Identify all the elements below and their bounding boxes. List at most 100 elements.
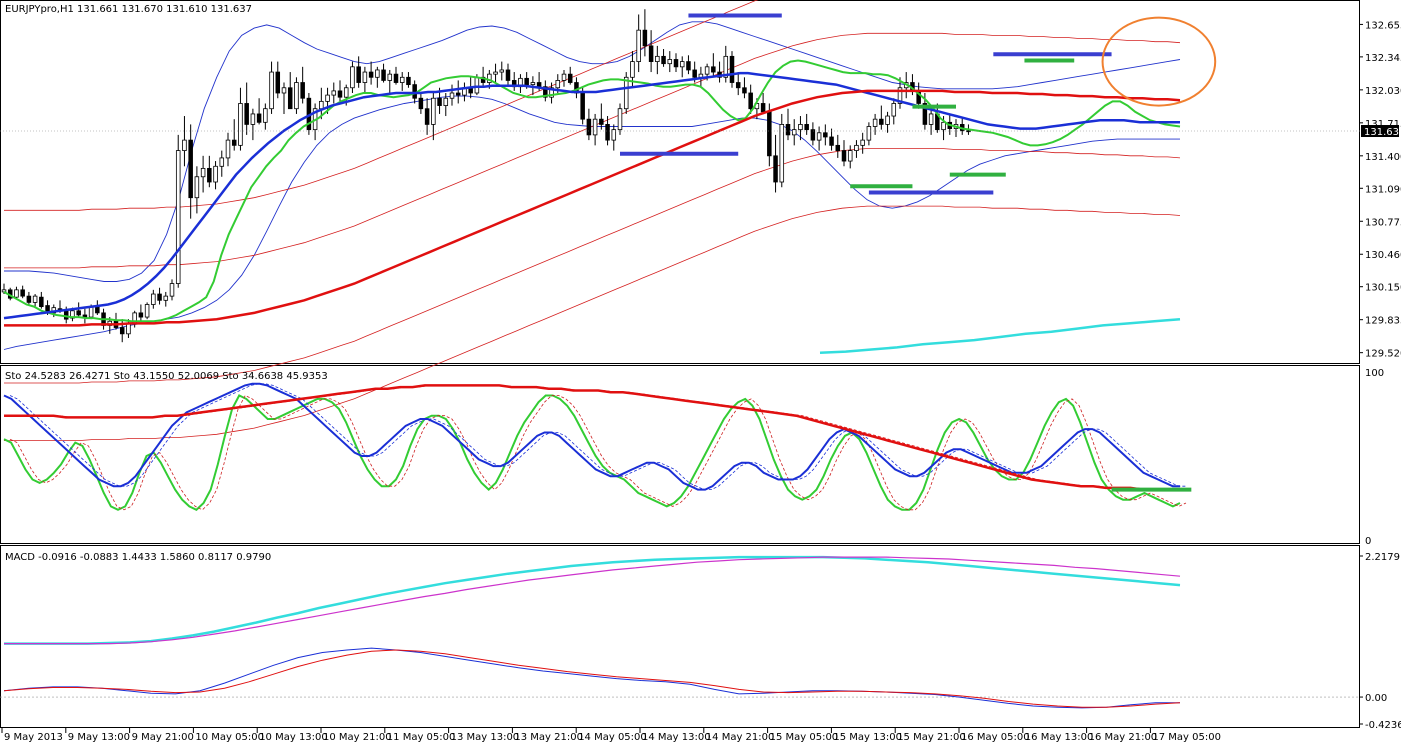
candle-body bbox=[810, 129, 816, 141]
candle-body bbox=[263, 108, 268, 123]
candle-body bbox=[424, 108, 430, 125]
candle-body bbox=[735, 82, 741, 89]
candle-body bbox=[605, 124, 610, 141]
candle-body bbox=[412, 84, 417, 99]
time-tick-label: 14 May 13:00 bbox=[642, 732, 711, 743]
candle-body bbox=[530, 82, 536, 86]
candle-body bbox=[88, 306, 94, 318]
candle-body bbox=[723, 55, 729, 78]
candle-body bbox=[760, 103, 766, 113]
candle-body bbox=[325, 94, 330, 102]
candle-body bbox=[225, 139, 231, 159]
price-tick-label: 129.835 bbox=[1365, 316, 1401, 327]
candle-body bbox=[474, 76, 480, 94]
time-tick-label: 13 May 13:00 bbox=[451, 732, 520, 743]
time-tick-label: 13 May 21:00 bbox=[514, 732, 583, 743]
price-tick-label: 131.400 bbox=[1365, 152, 1401, 163]
time-tick-label: 11 May 05:00 bbox=[387, 732, 456, 743]
time-tick-label: 9 May 21:00 bbox=[132, 732, 194, 743]
candle-body bbox=[331, 90, 337, 96]
candle-body bbox=[636, 29, 641, 62]
candle-body bbox=[182, 139, 187, 151]
envelope-band-line bbox=[4, 148, 1181, 384]
price-tick-label: 131.715 bbox=[1365, 119, 1401, 130]
time-tick-label: 9 May 2013 bbox=[4, 732, 63, 743]
candle-body bbox=[393, 73, 399, 83]
candle-body bbox=[623, 76, 629, 110]
candle-body bbox=[785, 124, 791, 136]
time-tick-label: 15 May 05:00 bbox=[770, 732, 839, 743]
candle-body bbox=[505, 69, 511, 81]
candle-body bbox=[493, 71, 498, 75]
candle-body bbox=[941, 121, 946, 131]
candle-body bbox=[866, 126, 872, 141]
time-tick-label: 9 May 13:00 bbox=[68, 732, 130, 743]
candle-body bbox=[281, 87, 287, 94]
price-panel-frame bbox=[0, 0, 1360, 364]
price-tick-label: 132.030 bbox=[1365, 86, 1401, 97]
candle-body bbox=[536, 82, 542, 88]
candle-body bbox=[773, 155, 778, 183]
candle-body bbox=[630, 61, 635, 78]
candle-body bbox=[169, 283, 175, 297]
moving-average-line bbox=[3, 59, 1181, 323]
candle-body bbox=[126, 322, 131, 335]
candle-body bbox=[642, 29, 648, 47]
stochastic-panel bbox=[3, 382, 1192, 511]
price-tick-label: 131.090 bbox=[1365, 184, 1401, 195]
macd-line bbox=[3, 649, 1181, 708]
moving-average-line bbox=[819, 317, 1181, 354]
candle-body bbox=[455, 92, 461, 96]
time-tick-label: 17 May 05:00 bbox=[1152, 732, 1221, 743]
time-tick-label: 14 May 05:00 bbox=[578, 732, 647, 743]
candle-body bbox=[648, 45, 654, 62]
candle-body bbox=[337, 90, 343, 98]
candle-body bbox=[561, 73, 567, 81]
macd-tick-label: 2.2179 bbox=[1365, 552, 1400, 563]
candle-body bbox=[238, 103, 243, 146]
candle-body bbox=[543, 86, 548, 98]
candle-body bbox=[356, 66, 361, 83]
candle-body bbox=[163, 295, 169, 301]
stochastic-tick-label: 0 bbox=[1365, 536, 1371, 547]
axes: 131.637 132.655 132.345 132.030 131.715 131.4… bbox=[1, 20, 1401, 743]
candle-body bbox=[661, 55, 666, 65]
candle-body bbox=[555, 80, 561, 89]
candle-body bbox=[319, 100, 324, 110]
candle-body bbox=[443, 97, 449, 106]
candle-body bbox=[804, 124, 809, 131]
candle-body bbox=[617, 108, 623, 131]
candle-body bbox=[256, 113, 262, 123]
candle-body bbox=[431, 97, 436, 125]
candle-body bbox=[213, 165, 218, 183]
candle-body bbox=[860, 139, 865, 146]
candle-body bbox=[599, 118, 604, 125]
macd-panel-header: MACD -0.0916 -0.0883 1.4433 1.5860 0.811… bbox=[5, 552, 271, 563]
candle-body bbox=[151, 293, 156, 305]
candle-body bbox=[368, 71, 374, 78]
candle-body bbox=[567, 73, 573, 83]
candle-body bbox=[779, 124, 785, 183]
macd-panel bbox=[0, 555, 1360, 709]
candle-body bbox=[798, 124, 803, 131]
candle-body bbox=[742, 87, 747, 94]
candle-body bbox=[655, 55, 660, 62]
price-tick-label: 130.150 bbox=[1365, 283, 1401, 294]
candle-body bbox=[816, 132, 822, 141]
candle-body bbox=[362, 71, 368, 83]
time-tick-label: 16 May 13:00 bbox=[1025, 732, 1094, 743]
candle-body bbox=[300, 82, 305, 99]
candle-body bbox=[748, 92, 753, 110]
candle-body bbox=[767, 111, 772, 157]
bollinger-upper-line bbox=[4, 21, 1181, 282]
moving-average-line bbox=[3, 71, 1180, 320]
candle-body bbox=[157, 293, 162, 301]
candle-body bbox=[269, 71, 274, 110]
candle-body bbox=[829, 136, 834, 146]
candle-body bbox=[847, 150, 853, 162]
candle-body bbox=[194, 176, 200, 199]
candle-body bbox=[175, 150, 181, 284]
candle-body bbox=[63, 310, 69, 320]
candle-body bbox=[928, 113, 934, 125]
